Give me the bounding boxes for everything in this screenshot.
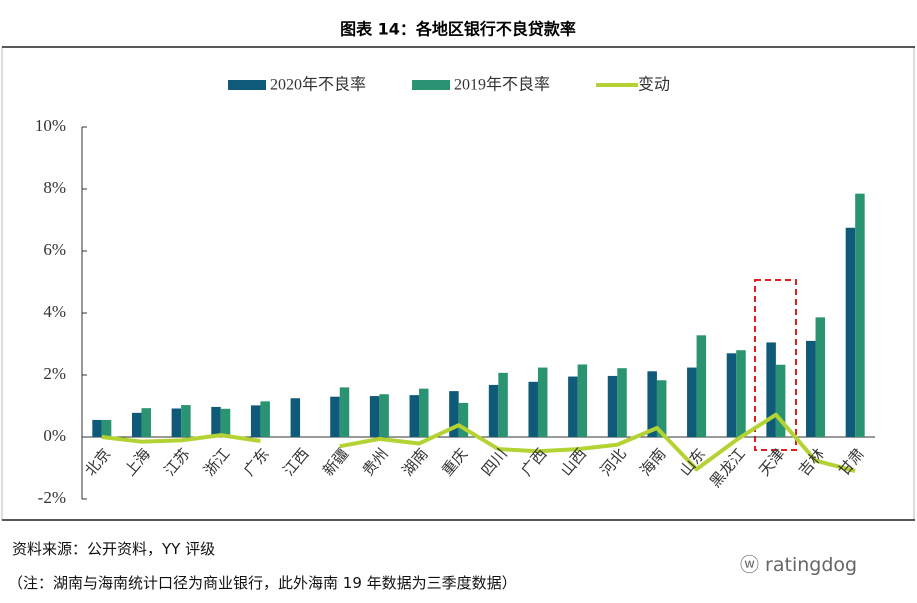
bar: [696, 335, 707, 437]
x-tick-label: 重庆: [438, 445, 471, 480]
bar: [290, 398, 301, 437]
watermark: ⓦ ratingdog: [740, 550, 857, 577]
x-tick-label: 海南: [636, 445, 669, 480]
y-tick-label: 2%: [43, 364, 66, 383]
bar: [647, 371, 657, 437]
y-tick-label: -2%: [38, 488, 66, 507]
bar: [568, 376, 578, 437]
bar: [101, 419, 112, 437]
bar: [656, 380, 667, 437]
bar: [488, 384, 499, 437]
y-tick-label: 10%: [35, 116, 66, 135]
y-tick-label: 6%: [43, 240, 66, 259]
legend-label: 2020年不良率: [270, 76, 366, 94]
legend-swatch: [412, 80, 451, 90]
bar: [369, 396, 380, 437]
bar: [577, 364, 588, 437]
legend-label: 变动: [638, 76, 670, 94]
highlight-box: [754, 279, 797, 451]
x-tick-label: 贵州: [359, 445, 392, 480]
x-tick-label: 吉林: [795, 445, 828, 480]
x-tick-label: 江苏: [161, 445, 194, 480]
y-tick-label: 0%: [43, 426, 66, 445]
bar: [260, 401, 270, 437]
bar: [211, 406, 221, 437]
x-tick-label: 山东: [676, 445, 709, 480]
bar: [409, 395, 420, 437]
line: [101, 412, 856, 474]
bar: [815, 317, 826, 437]
bar: [528, 381, 538, 437]
x-tick-label: 黑龙江: [706, 445, 749, 491]
source: 资料来源：公开资料，YY 评级: [12, 540, 216, 558]
bar: [726, 353, 737, 437]
bar: [330, 396, 340, 437]
x-tick-label: 江西: [280, 445, 313, 480]
x-tick-label: 湖南: [398, 445, 431, 480]
bar: [250, 405, 261, 437]
bar: [617, 368, 627, 437]
x-tick-label: 甘肃: [835, 445, 868, 480]
bar: [766, 342, 776, 437]
bar: [607, 375, 618, 437]
bar: [220, 408, 231, 437]
x-tick-label: 新疆: [319, 445, 352, 480]
chart-title: 图表 14：各地区银行不良贷款率: [340, 20, 576, 39]
bar: [419, 388, 429, 437]
x-tick-label: 上海: [121, 445, 154, 480]
bar: [379, 394, 389, 437]
bar: [131, 412, 142, 437]
bar: [92, 419, 102, 437]
bar: [687, 367, 697, 437]
bar: [537, 367, 548, 437]
bar: [806, 340, 816, 437]
y-tick-label: 8%: [43, 178, 66, 197]
plot: -2%0%2%4%6%8%10%北京 上海 江苏 浙江 广东 江西 新疆 贵州 湖南 重庆 四川 广西…: [35, 76, 875, 507]
bar: [171, 408, 182, 437]
bar: [339, 387, 350, 437]
y-tick-label: 4%: [43, 302, 66, 321]
x-tick-label: 河北: [597, 445, 630, 480]
watermark-icon: ⓦ: [740, 554, 766, 576]
bar: [855, 193, 865, 437]
x-tick-label: 广东: [240, 445, 273, 480]
bar: [141, 408, 151, 437]
legend-label: 2019年不良率: [454, 76, 550, 94]
bar: [736, 350, 746, 437]
note: （注：湖南与海南统计口径为商业银行，此外海南 19 年数据为三季度数据）: [8, 574, 517, 592]
bar: [775, 364, 786, 437]
bar: [498, 372, 508, 437]
watermark-text: ratingdog: [765, 554, 858, 576]
x-tick-label: 北京: [81, 445, 114, 480]
bar: [458, 402, 469, 437]
legend-swatch: [228, 80, 266, 90]
bar: [845, 227, 856, 437]
bar: [449, 391, 459, 437]
bar: [181, 405, 191, 437]
x-tick-label: 浙江: [200, 445, 233, 480]
